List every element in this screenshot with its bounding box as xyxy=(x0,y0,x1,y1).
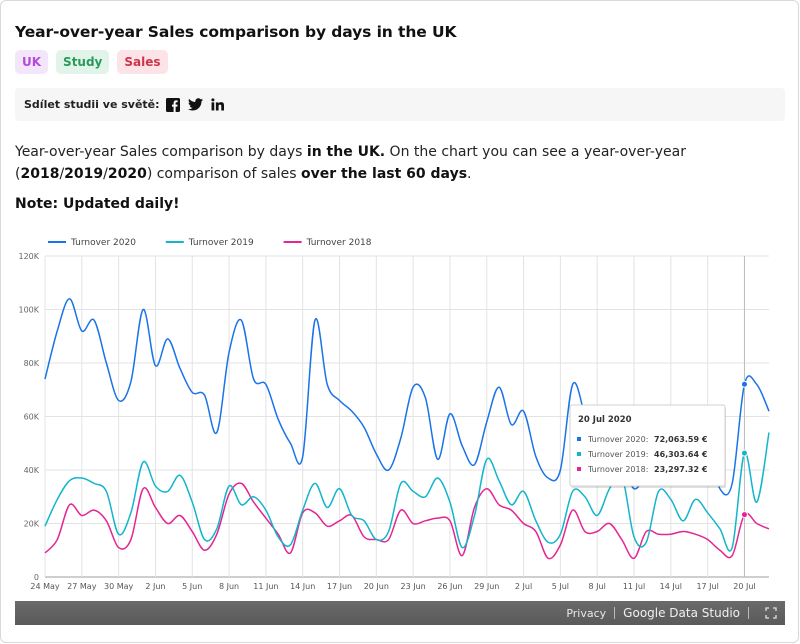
x-tick-label: 14 Jun xyxy=(290,582,315,591)
description-bold: over the last 60 days xyxy=(300,166,468,182)
tag-study[interactable]: Study xyxy=(56,50,110,74)
line-chart[interactable]: 0 20K 40K 60K 80K 100K 120K 24 May 27 May 30 May 2… xyxy=(1,226,800,601)
privacy-link[interactable]: Privacy xyxy=(566,606,607,620)
tag-list: UK Study Sales xyxy=(15,50,168,74)
hover-point xyxy=(740,380,748,388)
tooltip-value: 23,297.32 € xyxy=(654,465,708,474)
description-text: Year-over-year Sales comparison by days xyxy=(15,144,307,160)
tooltip-label: Turnover 2018: xyxy=(587,465,648,474)
x-tick-label: 20 Jun xyxy=(364,582,389,591)
x-tick-label: 17 Jul xyxy=(696,582,718,591)
y-tick-label: 60K xyxy=(24,413,40,422)
tag-sales[interactable]: Sales xyxy=(117,50,168,74)
x-tick-label: 17 Jun xyxy=(327,582,352,591)
description-bold: 2020 xyxy=(107,166,147,182)
footer-separator xyxy=(614,607,616,619)
x-tick-label: 2 Jul xyxy=(515,582,532,591)
x-tick-label: 20 Jul xyxy=(733,582,755,591)
tooltip-title: 20 Jul 2020 xyxy=(578,415,632,425)
description-text: / xyxy=(59,166,65,182)
tooltip-swatch xyxy=(577,452,581,456)
chart-container: 0 20K 40K 60K 80K 100K 120K 24 May 27 May 30 May 2… xyxy=(1,226,800,601)
x-tick-label: 26 Jun xyxy=(437,582,462,591)
x-tick-label: 5 Jul xyxy=(552,582,569,591)
legend-label: Turnover 2019 xyxy=(188,238,254,248)
x-tick-label: 5 Jun xyxy=(182,582,202,591)
facebook-icon[interactable] xyxy=(165,97,180,112)
brand-label: Google Data Studio xyxy=(623,606,740,620)
x-tick-label: 24 May xyxy=(30,582,60,591)
y-tick-label: 0 xyxy=(34,573,39,582)
x-tick-label: 14 Jul xyxy=(660,582,682,591)
tooltip-swatch xyxy=(577,467,581,471)
share-label: Sdílet studii ve světě: xyxy=(24,98,160,111)
x-tick-label: 29 Jun xyxy=(474,582,499,591)
description-text: ) comparison of sales xyxy=(146,166,301,182)
tooltip-box xyxy=(569,404,726,487)
chart-footer: Privacy Google Data Studio xyxy=(15,601,785,625)
y-tick-label: 120K xyxy=(18,252,39,261)
tooltip-value: 46,303.64 € xyxy=(654,450,708,459)
x-tick-label: 11 Jun xyxy=(253,582,278,591)
twitter-icon[interactable] xyxy=(187,98,203,111)
hover-point xyxy=(740,449,748,457)
x-tick-label: 8 Jun xyxy=(219,582,239,591)
x-tick-label: 23 Jun xyxy=(401,582,426,591)
y-tick-label: 20K xyxy=(24,520,40,529)
y-tick-label: 80K xyxy=(24,359,40,368)
tag-uk[interactable]: UK xyxy=(15,50,49,74)
legend-label: Turnover 2018 xyxy=(306,238,372,248)
x-tick-label: 30 May xyxy=(104,582,134,591)
legend-label: Turnover 2020 xyxy=(70,238,136,248)
series-line xyxy=(44,482,770,560)
tooltip-swatch xyxy=(577,437,581,441)
description-bold: in the UK. xyxy=(306,144,386,160)
y-tick-label: 100K xyxy=(18,306,39,315)
description-text: . xyxy=(467,166,472,182)
tooltip-label: Turnover 2020: xyxy=(587,435,648,444)
x-tick-label: 2 Jun xyxy=(145,582,165,591)
footer-separator xyxy=(748,607,749,619)
tooltip-label: Turnover 2019: xyxy=(587,450,648,459)
hover-point xyxy=(740,511,748,519)
x-tick-label: 8 Jul xyxy=(589,582,606,591)
series-line xyxy=(44,432,770,552)
description-text: / xyxy=(103,166,108,182)
tooltip-value: 72,063.59 € xyxy=(654,435,708,444)
fullscreen-icon[interactable] xyxy=(765,607,777,619)
linkedin-icon[interactable] xyxy=(210,98,224,111)
description-bold: 2019 xyxy=(64,166,104,182)
x-tick-label: 27 May xyxy=(67,582,97,591)
x-tick-label: 11 Jul xyxy=(623,582,645,591)
y-tick-label: 40K xyxy=(24,466,40,475)
description-text: On the chart you can see a year-over-yea… xyxy=(15,144,686,182)
page-title: Year-over-year Sales comparison by days … xyxy=(15,23,457,41)
note: Note: Updated daily! xyxy=(15,196,180,212)
description-bold: 2018 xyxy=(20,166,60,182)
description: Year-over-year Sales comparison by days … xyxy=(15,141,790,185)
share-bar: Sdílet studii ve světě: xyxy=(15,88,785,121)
